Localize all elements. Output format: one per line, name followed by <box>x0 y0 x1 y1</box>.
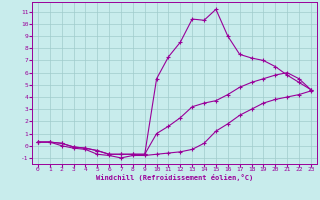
X-axis label: Windchill (Refroidissement éolien,°C): Windchill (Refroidissement éolien,°C) <box>96 174 253 181</box>
